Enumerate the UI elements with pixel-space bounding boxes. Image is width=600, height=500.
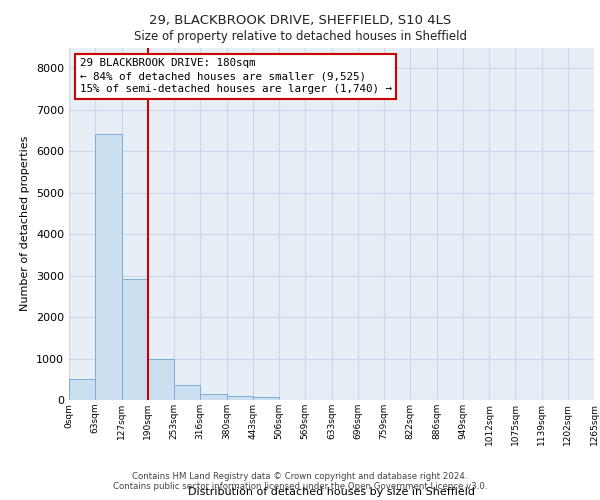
Bar bbox=[95, 134, 121, 400]
Bar bbox=[121, 279, 148, 400]
X-axis label: Distribution of detached houses by size in Sheffield: Distribution of detached houses by size … bbox=[188, 486, 475, 496]
Text: Contains HM Land Registry data © Crown copyright and database right 2024.
Contai: Contains HM Land Registry data © Crown c… bbox=[113, 472, 487, 491]
Bar bbox=[148, 360, 174, 400]
Bar bbox=[227, 396, 253, 400]
Text: 29, BLACKBROOK DRIVE, SHEFFIELD, S10 4LS: 29, BLACKBROOK DRIVE, SHEFFIELD, S10 4LS bbox=[149, 14, 451, 27]
Text: Size of property relative to detached houses in Sheffield: Size of property relative to detached ho… bbox=[133, 30, 467, 43]
Text: 29 BLACKBROOK DRIVE: 180sqm
← 84% of detached houses are smaller (9,525)
15% of : 29 BLACKBROOK DRIVE: 180sqm ← 84% of det… bbox=[79, 58, 392, 94]
Bar bbox=[200, 394, 227, 400]
Bar bbox=[174, 384, 200, 400]
Bar bbox=[69, 380, 95, 400]
Y-axis label: Number of detached properties: Number of detached properties bbox=[20, 136, 31, 312]
Bar bbox=[253, 397, 279, 400]
